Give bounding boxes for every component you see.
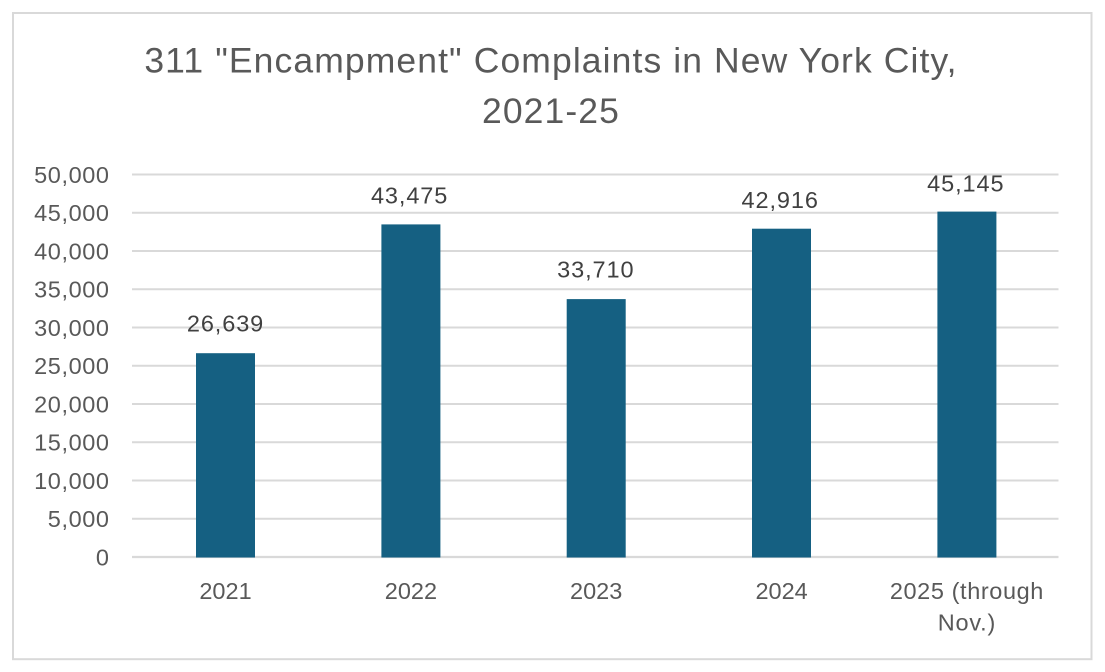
- svg-text:35,000: 35,000: [34, 277, 109, 303]
- svg-text:50,000: 50,000: [34, 162, 109, 188]
- svg-text:45,145: 45,145: [927, 170, 1004, 196]
- svg-text:40,000: 40,000: [34, 238, 109, 264]
- svg-text:45,000: 45,000: [34, 200, 109, 226]
- svg-text:5,000: 5,000: [48, 506, 110, 532]
- svg-text:Nov.): Nov.): [938, 609, 996, 635]
- svg-text:20,000: 20,000: [34, 391, 109, 417]
- svg-text:43,475: 43,475: [371, 183, 448, 209]
- svg-text:26,639: 26,639: [187, 311, 264, 337]
- svg-text:25,000: 25,000: [34, 353, 109, 379]
- svg-text:2023: 2023: [570, 578, 622, 604]
- svg-text:42,916: 42,916: [742, 187, 819, 213]
- svg-text:10,000: 10,000: [34, 468, 109, 494]
- svg-text:2025 (through: 2025 (through: [890, 578, 1044, 604]
- svg-text:0: 0: [96, 544, 110, 570]
- svg-text:30,000: 30,000: [34, 315, 109, 341]
- svg-text:2021: 2021: [199, 578, 251, 604]
- svg-text:2021-25: 2021-25: [482, 91, 620, 131]
- svg-text:311 "Encampment" Complaints in: 311 "Encampment" Complaints in New York …: [144, 40, 957, 80]
- svg-text:2024: 2024: [755, 578, 807, 604]
- svg-text:33,710: 33,710: [557, 257, 634, 283]
- svg-text:2022: 2022: [385, 578, 437, 604]
- svg-text:15,000: 15,000: [34, 430, 109, 456]
